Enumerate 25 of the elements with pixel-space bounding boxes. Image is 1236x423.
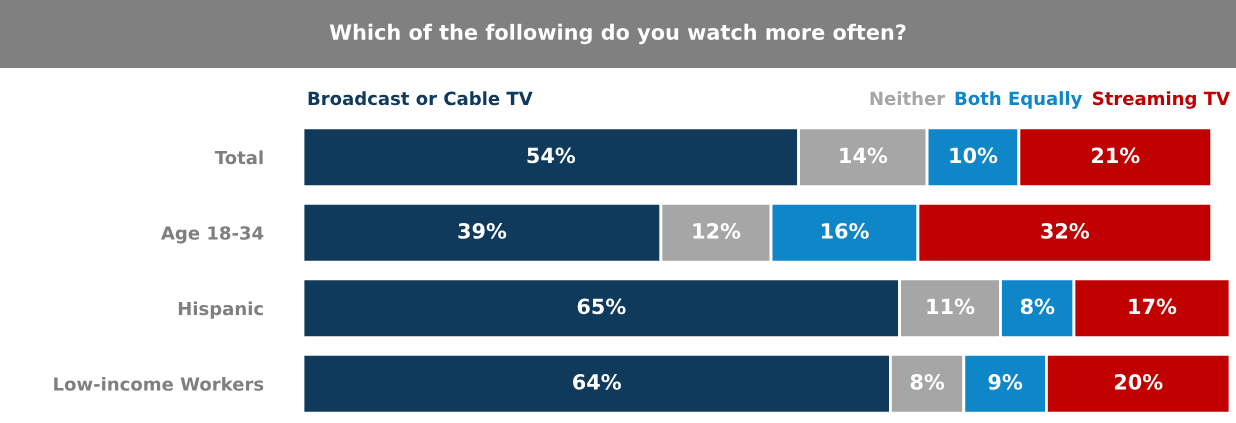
data-label: 16% <box>821 223 869 239</box>
data-label: 65% <box>577 298 626 315</box>
y-tick-label: Age 18-34 <box>161 226 264 244</box>
data-label: 21% <box>1091 147 1140 164</box>
chart-title: Which of the following do you watch more often? <box>329 23 906 45</box>
data-label: 8% <box>910 374 945 390</box>
series-label: Both Equally <box>955 91 1083 109</box>
data-label: 14% <box>840 147 888 164</box>
data-label: 11% <box>927 298 975 315</box>
series-label: Streaming TV <box>1092 91 1230 109</box>
y-tick-label: Total <box>214 150 263 165</box>
y-tick-label: Low-income Workers <box>54 376 264 391</box>
data-label: 54% <box>527 147 576 164</box>
data-label: 20% <box>1114 374 1163 390</box>
data-label: 10% <box>950 147 998 164</box>
data-label: 9% <box>988 374 1023 390</box>
y-tick-label: Hispanic <box>178 301 263 319</box>
series-label: Broadcast or Cable TV <box>308 91 533 106</box>
data-label: 39% <box>458 223 507 239</box>
data-label: 12% <box>693 223 741 239</box>
data-label: 17% <box>1129 298 1177 315</box>
series-label: Neither <box>870 91 946 106</box>
data-label: 64% <box>573 374 621 390</box>
data-label: 32% <box>1041 223 1090 239</box>
data-label: 8% <box>1020 298 1055 315</box>
